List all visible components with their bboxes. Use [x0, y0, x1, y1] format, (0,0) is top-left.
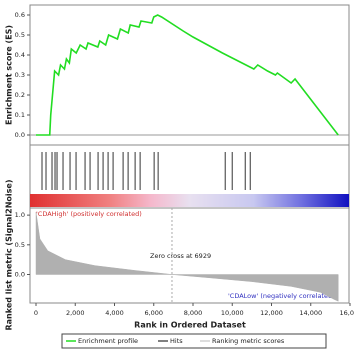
ranking-area [35, 212, 339, 302]
x-tick-label: 8,000 [184, 309, 203, 317]
y-tick-label: 0.5 [15, 31, 25, 39]
x-tick-label: 12,000 [260, 309, 283, 317]
x-tick-label: 2,000 [66, 309, 85, 317]
x-tick-label: 16,0 [340, 309, 354, 317]
y-tick-label: 0.0 [15, 131, 25, 139]
legend-label: Ranking metric scores [212, 337, 285, 345]
y-tick-label: 0.3 [15, 71, 25, 79]
y-tick-label: 0.5 [15, 241, 25, 249]
rank-axis-title: Ranked list metric (Signal2Noise) [5, 179, 14, 330]
enrichment-line [36, 14, 339, 136]
x-tick-label: 10,000 [221, 309, 244, 317]
rank-frame [29, 207, 350, 304]
x-tick-label: 6,000 [144, 309, 163, 317]
es-frame [29, 4, 350, 146]
legend-label: Enrichment profile [78, 337, 138, 345]
colorbar [30, 194, 349, 207]
x-axis-title: Rank in Ordered Dataset [134, 321, 246, 330]
x-tick-label: 0 [34, 309, 38, 317]
es-axis-title: Enrichment score (ES) [5, 25, 14, 125]
y-tick-label: 0.4 [15, 51, 25, 59]
x-tick-label: 4,000 [105, 309, 124, 317]
x-tick-label: 14,000 [299, 309, 322, 317]
annotation: 'CDALow' (negatively correlated) [228, 292, 335, 300]
legend [61, 333, 327, 349]
y-tick-label: 0.1 [15, 111, 25, 119]
annotation: 'CDAHigh' (positively correlated) [36, 210, 142, 218]
annotation: Zero cross at 6929 [150, 252, 211, 260]
legend-label: Hits [170, 337, 183, 345]
y-tick-label: 0.0 [15, 271, 25, 279]
y-tick-label: 0.2 [15, 91, 25, 99]
y-tick-label: 1.0 [15, 211, 25, 219]
y-tick-label: 0.6 [15, 11, 25, 19]
